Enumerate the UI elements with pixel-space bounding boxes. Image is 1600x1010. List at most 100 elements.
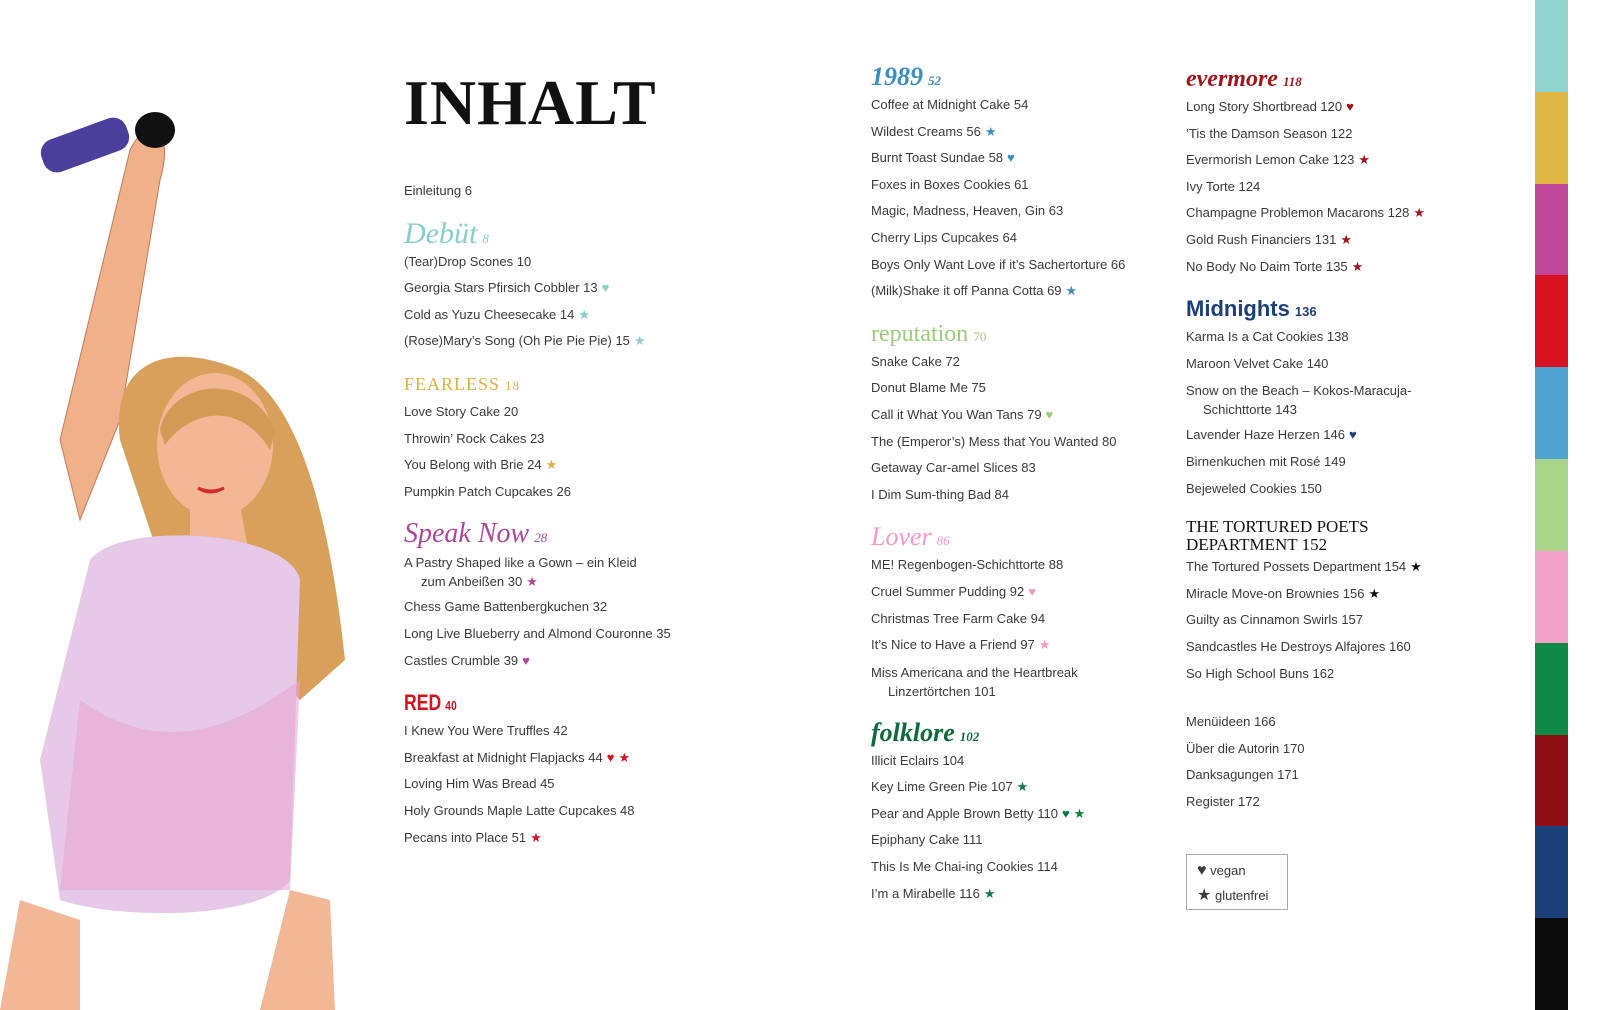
toc-entry[interactable]: Einleitung 6 xyxy=(404,178,734,205)
section-heading: evermore 118 xyxy=(1186,64,1516,94)
toc-entry[interactable]: Pecans into Place 51 ★ xyxy=(404,825,734,852)
toc-entry[interactable]: Cruel Summer Pudding 92 ♥ xyxy=(871,579,1201,606)
heart-icon: ♥ xyxy=(1007,150,1015,166)
toc-entry[interactable]: Pumpkin Patch Cupcakes 26 xyxy=(404,479,734,506)
toc-entry[interactable]: (Milk)Shake it off Panna Cotta 69 ★ xyxy=(871,278,1201,305)
toc-entry[interactable]: Throwin’ Rock Cakes 23 xyxy=(404,426,734,453)
toc-entry[interactable]: Magic, Madness, Heaven, Gin 63 xyxy=(871,198,1201,225)
entry-text-cont: Schichttorte 143 xyxy=(1203,402,1297,418)
toc-entry[interactable]: Champagne Problemon Macarons 128 ★ xyxy=(1186,200,1516,227)
toc-entry[interactable]: Miracle Move-on Brownies 156 ★ xyxy=(1186,581,1516,608)
entry-text: Bejeweled Cookies 150 xyxy=(1186,480,1322,496)
toc-entry[interactable]: It’s Nice to Have a Friend 97 ★ xyxy=(871,632,1201,659)
entry-text: Snake Cake 72 xyxy=(871,353,960,369)
entry-text: Karma Is a Cat Cookies 138 xyxy=(1186,329,1349,345)
toc-entry[interactable]: ’Tis the Damson Season 122 xyxy=(1186,121,1516,148)
section-title: Lover xyxy=(871,522,932,552)
toc-entry[interactable]: Über die Autorin 170 xyxy=(1186,736,1516,763)
toc-entry[interactable]: Love Story Cake 20 xyxy=(404,399,734,426)
entry-text: Long Live Blueberry and Almond Couronne … xyxy=(404,625,671,641)
toc-section-fearless: FEARLESS 18 Love Story Cake 20 Throwin’ Roc… xyxy=(404,369,734,505)
toc-entry[interactable]: Miss Americana and the Heartbreak Linzert… xyxy=(871,659,1171,704)
entry-text: Einleitung 6 xyxy=(404,183,472,198)
toc-entry[interactable]: So High School Buns 162 xyxy=(1186,661,1516,688)
toc-entry[interactable]: Snake Cake 72 xyxy=(871,349,1201,376)
toc-entry[interactable]: This Is Me Chai-ing Cookies 114 xyxy=(871,854,1201,881)
section-page: 118 xyxy=(1282,74,1302,89)
toc-entry[interactable]: I’m a Mirabelle 116 ★ xyxy=(871,881,1201,908)
toc-entry[interactable]: Karma Is a Cat Cookies 138 xyxy=(1186,324,1516,351)
toc-entry[interactable]: Wildest Creams 56 ★ xyxy=(871,119,1201,146)
toc-entry[interactable]: ME! Regenbogen-Schichttorte 88 xyxy=(871,552,1201,579)
toc-entry[interactable]: Long Live Blueberry and Almond Couronne … xyxy=(404,621,734,648)
toc-entry[interactable]: Key Lime Green Pie 107 ★ xyxy=(871,774,1201,801)
toc-entry[interactable]: Castles Crumble 39 ♥ xyxy=(404,648,734,675)
section-page: 70 xyxy=(973,328,987,344)
star-icon: ★ xyxy=(1368,585,1381,601)
toc-entry[interactable]: Gold Rush Financiers 131 ★ xyxy=(1186,227,1516,254)
toc-entry[interactable]: Coffee at Midnight Cake 54 xyxy=(871,92,1201,119)
toc-entry[interactable]: Christmas Tree Farm Cake 94 xyxy=(871,606,1201,633)
toc-entry[interactable]: Loving Him Was Bread 45 xyxy=(404,771,734,798)
section-page: 18 xyxy=(505,377,521,393)
entry-text: No Body No Daim Torte 135 xyxy=(1186,258,1348,274)
toc-entry[interactable]: Pear and Apple Brown Betty 110 ♥ ★ xyxy=(871,801,1201,828)
entry-text: Call it What You Wan Tans 79 xyxy=(871,406,1042,422)
entry-text: ME! Regenbogen-Schichttorte 88 xyxy=(871,557,1064,573)
toc-entry[interactable]: Sandcastles He Destroys Alfajores 160 xyxy=(1186,634,1516,661)
entry-text: Cruel Summer Pudding 92 xyxy=(871,583,1025,599)
toc-entry[interactable]: Ivy Torte 124 xyxy=(1186,174,1516,201)
entry-text: Love Story Cake 20 xyxy=(404,403,519,419)
entry-text: Über die Autorin 170 xyxy=(1186,740,1305,756)
section-title: evermore xyxy=(1186,66,1278,92)
entry-text-cont: Linzertörtchen 101 xyxy=(888,683,996,699)
toc-entry[interactable]: Georgia Stars Pfirsich Cobbler 13 ♥ xyxy=(404,275,734,302)
toc-entry[interactable]: (Tear)Drop Scones 10 xyxy=(404,249,734,276)
toc-entry[interactable]: Getaway Car-amel Slices 83 xyxy=(871,455,1201,482)
toc-entry[interactable]: Illicit Eclairs 104 xyxy=(871,748,1201,775)
toc-entry[interactable]: No Body No Daim Torte 135 ★ xyxy=(1186,254,1516,281)
color-tab xyxy=(1535,0,1568,92)
toc-entry[interactable]: Danksagungen 171 xyxy=(1186,762,1516,789)
toc-entry[interactable]: Cold as Yuzu Cheesecake 14 ★ xyxy=(404,302,734,329)
toc-entry[interactable]: A Pastry Shaped like a Gown – ein Kleid z… xyxy=(404,549,704,594)
toc-entry[interactable]: Call it What You Wan Tans 79 ♥ xyxy=(871,402,1201,429)
color-tab xyxy=(1535,367,1568,460)
toc-entry[interactable]: Holy Grounds Maple Latte Cupcakes 48 xyxy=(404,798,734,825)
entry-text: (Rose)Mary’s Song (Oh Pie Pie Pie) 15 xyxy=(404,333,630,349)
toc-entry[interactable]: Lavender Haze Herzen 146 ♥ xyxy=(1186,422,1516,449)
toc-entry[interactable]: I Dim Sum-thing Bad 84 xyxy=(871,482,1201,509)
toc-entry[interactable]: I Knew You Were Truffles 42 xyxy=(404,718,734,745)
toc-entry[interactable]: The (Emperor’s) Mess that You Wanted 80 xyxy=(871,429,1201,456)
toc-entry[interactable]: Maroon Velvet Cake 140 xyxy=(1186,351,1516,378)
section-heading: THE TORTURED POETS DEPARTMENT 152 xyxy=(1186,516,1446,554)
entry-text: A Pastry Shaped like a Gown – ein Kleid xyxy=(404,555,637,571)
toc-entry[interactable]: Boys Only Want Love if it’s Sachertortur… xyxy=(871,252,1201,279)
toc-entry[interactable]: Breakfast at Midnight Flapjacks 44 ♥ ★ xyxy=(404,745,734,772)
toc-entry[interactable]: Snow on the Beach – Kokos-Maracuja- Schic… xyxy=(1186,377,1486,422)
toc-entry[interactable]: Register 172 xyxy=(1186,789,1516,816)
toc-entry[interactable]: Foxes in Boxes Cookies 61 xyxy=(871,172,1201,199)
toc-entry[interactable]: Chess Game Battenbergkuchen 32 xyxy=(404,594,734,621)
toc-entry[interactable]: Donut Blame Me 75 xyxy=(871,375,1201,402)
toc-entry[interactable]: Burnt Toast Sundae 58 ♥ xyxy=(871,145,1201,172)
toc-entry[interactable]: Epiphany Cake 111 xyxy=(871,827,1201,854)
section-page: 40 xyxy=(445,698,457,714)
entry-text: (Tear)Drop Scones 10 xyxy=(404,253,532,269)
toc-entry[interactable]: (Rose)Mary’s Song (Oh Pie Pie Pie) 15 ★ xyxy=(404,328,734,355)
entry-text: Champagne Problemon Macarons 128 xyxy=(1186,205,1410,221)
entry-text: Long Story Shortbread 120 xyxy=(1186,99,1343,114)
toc-entry[interactable]: The Tortured Possets Department 154 ★ xyxy=(1186,554,1516,581)
toc-entry[interactable]: Birnenkuchen mit Rosé 149 xyxy=(1186,449,1516,476)
toc-entry[interactable]: Guilty as Cinnamon Swirls 157 xyxy=(1186,607,1516,634)
toc-entry[interactable]: You Belong with Brie 24 ★ xyxy=(404,452,734,479)
toc-entry[interactable]: Evermorish Lemon Cake 123 ★ xyxy=(1186,147,1516,174)
star-icon: ★ xyxy=(1038,637,1051,653)
toc-entry[interactable]: Cherry Lips Cupcakes 64 xyxy=(871,225,1201,252)
entry-text: Epiphany Cake 111 xyxy=(871,832,983,848)
color-tab xyxy=(1535,550,1568,643)
toc-entry[interactable]: Menüideen 166 xyxy=(1186,709,1516,736)
toc-entry[interactable]: Bejeweled Cookies 150 xyxy=(1186,476,1516,503)
entry-text: I’m a Mirabelle 116 xyxy=(871,885,980,901)
toc-entry[interactable]: Long Story Shortbread 120 ♥ xyxy=(1186,94,1516,121)
